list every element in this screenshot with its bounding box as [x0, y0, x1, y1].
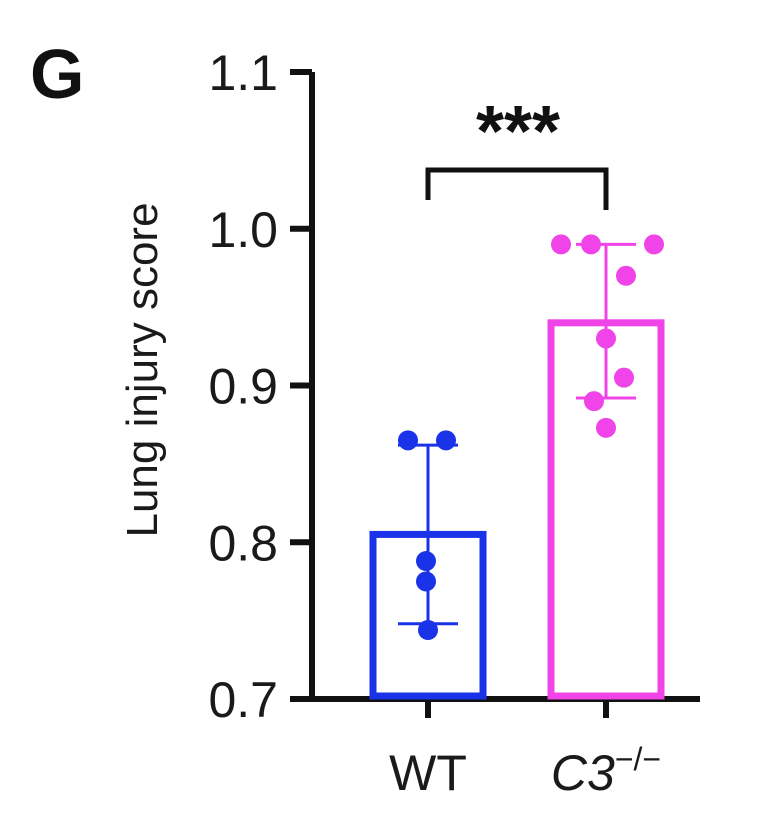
x-category-labels: WT C3−/−	[389, 741, 661, 801]
data-point	[551, 234, 571, 255]
data-point	[436, 430, 456, 451]
y-axis-title: Lung injury score	[118, 202, 167, 537]
data-point	[614, 367, 634, 388]
data-point	[584, 391, 604, 412]
significance-label: ***	[476, 92, 560, 172]
c3-label-main: C3	[551, 745, 615, 801]
data-point	[418, 620, 438, 641]
data-point	[596, 417, 616, 438]
x-axis	[309, 696, 700, 718]
y-axis: 0.7 0.8 0.9 1.0 1.1	[208, 45, 315, 728]
c3-label-superscript: −/−	[615, 741, 661, 777]
y-tick-label: 0.7	[208, 672, 278, 728]
panel-letter: G	[30, 35, 84, 113]
significance-bracket: ***	[425, 92, 609, 210]
data-point	[398, 430, 418, 451]
bracket-line	[425, 167, 609, 210]
data-point	[596, 328, 616, 349]
data-point	[581, 234, 601, 255]
y-tick-label: 0.9	[208, 359, 278, 415]
data-point	[644, 234, 664, 255]
data-point	[616, 265, 636, 286]
data-point	[416, 551, 436, 572]
y-tick-label: 0.8	[208, 515, 278, 571]
data-point	[416, 571, 436, 592]
x-tick-label-wt: WT	[389, 745, 467, 801]
y-tick-label: 1.1	[208, 45, 278, 101]
x-tick-label-c3: C3−/−	[551, 741, 661, 801]
y-tick-label: 1.0	[208, 202, 278, 258]
